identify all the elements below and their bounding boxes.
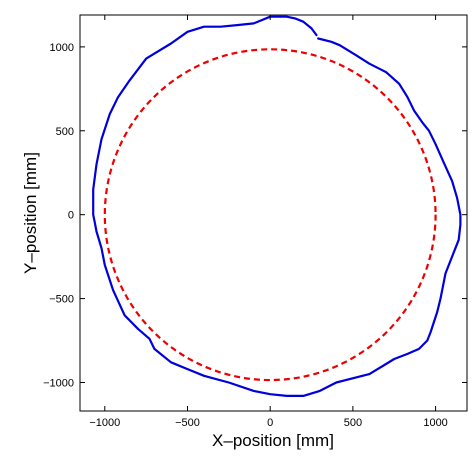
series-measured-path <box>92 15 462 397</box>
series-reference-circle <box>103 48 437 382</box>
x-tick-label: 500 <box>344 417 362 429</box>
x-tick-label: −1000 <box>89 417 120 429</box>
plot-area <box>79 14 468 412</box>
y-tick-label: 0 <box>68 210 74 222</box>
x-tick-label: −500 <box>175 417 200 429</box>
y-axis-title: Y–position [mm] <box>21 152 40 274</box>
y-tick-label: −1000 <box>43 377 74 389</box>
y-tick-label: 1000 <box>50 42 74 54</box>
x-axis-title: X–position [mm] <box>212 431 334 450</box>
y-tick-label: −500 <box>49 294 74 306</box>
y-tick-label: 500 <box>56 126 74 138</box>
axis-ticks: −1000 −500 0 500 1000 −1000 −500 0 500 1000 <box>43 15 467 429</box>
data-marks <box>92 15 462 397</box>
x-tick-label: 1000 <box>423 417 447 429</box>
x-tick-label: 0 <box>267 417 273 429</box>
